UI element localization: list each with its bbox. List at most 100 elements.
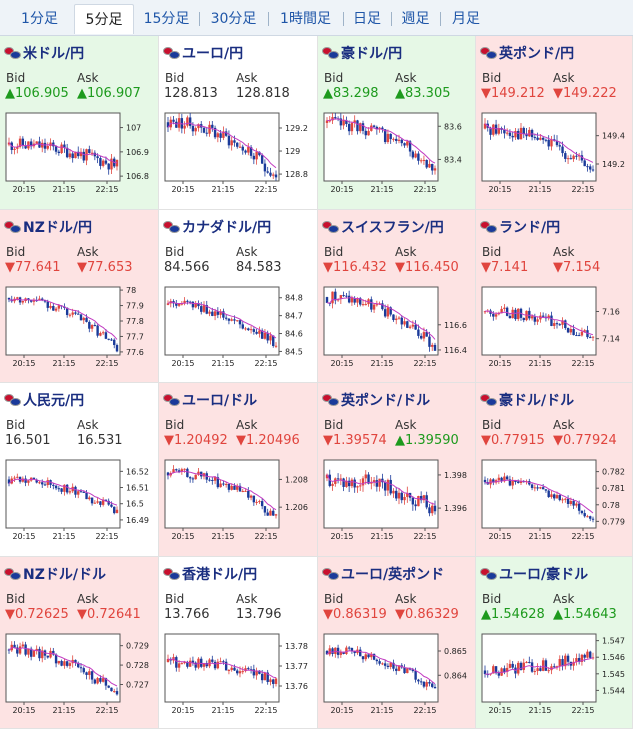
currency-card[interactable]: 英ポンド/ドル Bid Ask ▼1.39574 ▲1.39590 1.398 1.396 2…: [318, 383, 476, 557]
x-tick-label: 20:15: [171, 185, 194, 192]
currency-pair-title[interactable]: カナダドル/円: [163, 218, 271, 236]
y-tick-label: 0.729: [126, 642, 149, 651]
tab-timeframe[interactable]: 5分足: [74, 4, 134, 34]
currency-pair-title[interactable]: ユーロ/英ポンド: [322, 565, 444, 583]
currency-pair-title[interactable]: 人民元/円: [4, 391, 84, 409]
candle-body: [93, 152, 97, 157]
bid-price: ▲106.905: [5, 86, 69, 101]
candle-body: [16, 476, 19, 478]
currency-card[interactable]: ユーロ/英ポンド Bid Ask ▼0.86319 ▼0.86329 0.865 0.864…: [318, 557, 476, 729]
candle-body: [252, 155, 256, 160]
candle-body: [530, 484, 534, 488]
candle-body: [241, 671, 244, 673]
tab-timeframe[interactable]: 週足: [401, 11, 430, 27]
x-tick-label: 22:15: [254, 532, 277, 539]
price-chart[interactable]: 0.782 0.781 0.78 0.779 20:15 21:15 22:15: [481, 459, 627, 539]
currency-card[interactable]: カナダドル/円 Bid Ask 84.566 84.583 84.8 84.7 84.6 84.…: [159, 210, 318, 383]
currency-pair-title[interactable]: ユーロ/豪ドル: [480, 565, 588, 583]
price-chart[interactable]: 107 106.9 106.8 20:15 21:15 22:15: [5, 112, 151, 192]
currency-card[interactable]: ユーロ/ドル Bid Ask ▼1.20492 ▼1.20496 1.208 1.206 20…: [159, 383, 318, 557]
candle-body: [213, 311, 217, 316]
candle-body: [583, 330, 586, 332]
price-chart[interactable]: 1.547 1.546 1.545 1.544 20:15 21:15 22:15: [481, 633, 627, 713]
candle-body: [85, 317, 88, 322]
price-chart[interactable]: 13.78 13.77 13.76 20:15 21:15 22:15: [164, 633, 310, 713]
currency-pair-title[interactable]: ユーロ/ドル: [163, 391, 257, 409]
price-chart[interactable]: 1.208 1.206 20:15 21:15 22:15: [164, 459, 310, 539]
currency-pair-title[interactable]: NZドル/円: [4, 218, 92, 236]
currency-pair-title[interactable]: NZドル/ドル: [4, 565, 106, 583]
candle-body: [555, 140, 559, 146]
price-chart[interactable]: 84.8 84.7 84.6 84.5 20:15 21:15 22:15: [164, 286, 310, 366]
y-tick-label: 1.545: [602, 670, 625, 679]
candle-body: [364, 130, 367, 136]
candle-body: [428, 682, 431, 684]
currency-card[interactable]: 香港ドル/円 Bid Ask 13.766 13.796 13.78 13.77 13.76 2…: [159, 557, 318, 729]
x-tick-label: 22:15: [413, 359, 436, 366]
currency-pair-title[interactable]: ユーロ/円: [163, 44, 243, 62]
candle-body: [383, 129, 387, 143]
currency-card[interactable]: 豪ドル/ドル Bid Ask ▼0.77915 ▼0.77924 0.782 0.781 0.…: [476, 383, 633, 557]
x-tick-label: 22:15: [571, 706, 594, 713]
currency-pair-title[interactable]: 英ポンド/ドル: [322, 391, 430, 409]
x-tick-label: 22:15: [413, 532, 436, 539]
candle-body: [65, 484, 69, 493]
candle-body: [255, 670, 258, 676]
ask-price: ▲106.907: [77, 86, 141, 101]
tab-timeframe[interactable]: 30分足: [210, 11, 257, 27]
candle-body: [71, 153, 74, 159]
candle-body: [68, 314, 72, 316]
candle-body: [331, 291, 334, 304]
price-chart[interactable]: 0.729 0.728 0.727 20:15 21:15 22:15: [5, 633, 151, 713]
currency-card[interactable]: 人民元/円 Bid Ask 16.501 16.531 16.52 16.51 16.5 16.…: [0, 383, 159, 557]
price-chart[interactable]: 7.16 7.14 20:15 21:15 22:15: [481, 286, 627, 366]
price-chart[interactable]: 116.6 116.4 20:15 21:15 22:15: [323, 286, 469, 366]
ask-price: ▼7.154: [553, 260, 601, 275]
candle-body: [274, 345, 278, 347]
currency-pair-title[interactable]: 豪ドル/円: [322, 44, 402, 62]
currency-pair-title[interactable]: 米ドル/円: [4, 44, 84, 62]
candle-body: [544, 139, 548, 141]
currency-card[interactable]: 豪ドル/円 Bid Ask ▲83.298 ▲83.305 83.6 83.4 20:15 21…: [318, 36, 476, 210]
candle-body: [224, 661, 228, 671]
currency-pair-title[interactable]: 香港ドル/円: [163, 565, 257, 583]
currency-card[interactable]: 英ポンド/円 Bid Ask ▼149.212 ▼149.222 149.4 149.2 20…: [476, 36, 633, 210]
tab-divider: [199, 12, 200, 26]
price-chart[interactable]: 129.2 129 128.8 20:15 21:15 22:15: [164, 112, 310, 192]
currency-card[interactable]: NZドル/円 Bid Ask ▼77.641 ▼77.653 78 77.9 77.8 77.7…: [0, 210, 159, 383]
price-chart[interactable]: 16.52 16.51 16.5 16.49 20:15 21:15 22:15: [5, 459, 151, 539]
tab-timeframe[interactable]: 1時間足: [280, 11, 331, 27]
price-chart[interactable]: 78 77.9 77.8 77.7 77.6 20:15 21:15 22:15: [5, 286, 151, 366]
price-chart[interactable]: 149.4 149.2 20:15 21:15 22:15: [481, 112, 627, 192]
bid-price: 16.501: [5, 433, 51, 448]
tab-timeframe[interactable]: 日足: [353, 11, 381, 27]
y-tick-label: 83.4: [444, 155, 462, 164]
ask-label: Ask: [395, 418, 417, 432]
price-chart[interactable]: 1.398 1.396 20:15 21:15 22:15: [323, 459, 469, 539]
currency-pair-title[interactable]: ランド/円: [480, 218, 560, 236]
currency-card[interactable]: ユーロ/円 Bid Ask 128.813 128.818 129.2 129 128.8 20…: [159, 36, 318, 210]
y-tick-label: 106.9: [126, 148, 149, 157]
tab-timeframe[interactable]: 1分足: [21, 11, 58, 27]
currency-card[interactable]: 米ドル/円 Bid Ask ▲106.905 ▲106.907 107 106.9 106.8…: [0, 36, 159, 210]
currency-pair-title[interactable]: スイスフラン/円: [322, 218, 444, 236]
currency-card[interactable]: スイスフラン/円 Bid Ask ▼116.432 ▼116.450 116.6 116.4…: [318, 210, 476, 383]
candle-body: [397, 665, 401, 671]
price-chart[interactable]: 83.6 83.4 20:15 21:15 22:15: [323, 112, 469, 192]
candle-body: [514, 130, 517, 138]
candlestick-chart: 78 77.9 77.8 77.7 77.6 20:15 21:15 22:15: [5, 286, 144, 366]
currency-pair-title[interactable]: 英ポンド/円: [480, 44, 574, 62]
currency-card[interactable]: ユーロ/豪ドル Bid Ask ▲1.54628 ▲1.54643 1.547 1.546 1…: [476, 557, 633, 729]
candle-body: [219, 661, 222, 663]
tab-timeframe[interactable]: 15分足: [143, 11, 190, 27]
y-tick-label: 13.78: [285, 642, 308, 651]
currency-card[interactable]: ランド/円 Bid Ask ▼7.141 ▼7.154 7.16 7.14 20:15 21:1…: [476, 210, 633, 383]
currency-card[interactable]: NZドル/ドル Bid Ask ▼0.72625 ▼0.72641 0.729 0.728 0…: [0, 557, 159, 729]
candle-body: [13, 644, 16, 648]
candle-body: [325, 120, 329, 123]
price-chart[interactable]: 0.865 0.864 20:15 21:15 22:15: [323, 633, 469, 713]
currency-pair-title[interactable]: 豪ドル/ドル: [480, 391, 574, 409]
candle-body: [422, 681, 426, 687]
tab-timeframe[interactable]: 月足: [452, 11, 480, 27]
x-tick-label: 20:15: [330, 532, 353, 539]
